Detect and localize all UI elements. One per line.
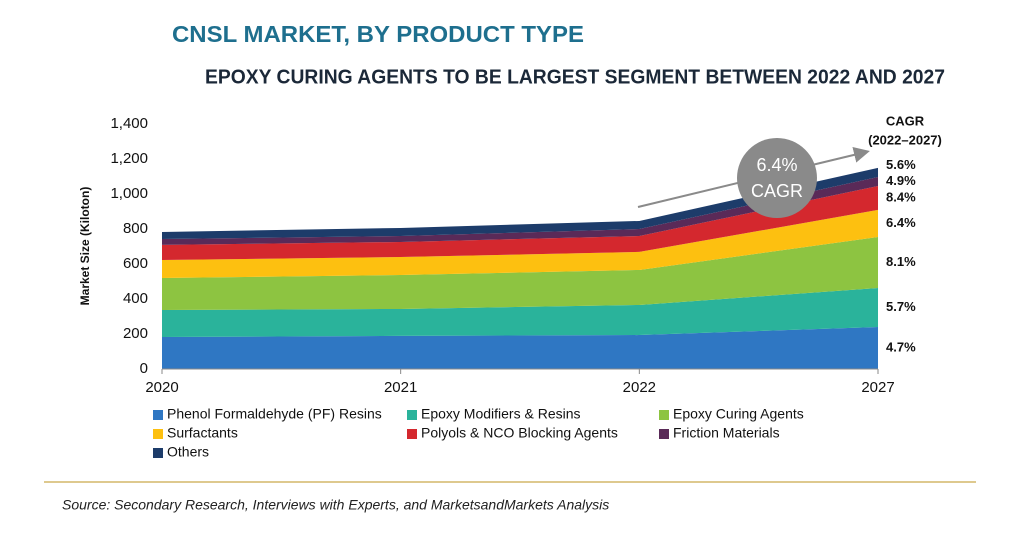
annotation-bubble (737, 138, 817, 218)
x-tick-label: 2021 (384, 379, 417, 396)
annotation: CAGR (751, 181, 803, 201)
y-tick-label: 1,400 (110, 115, 148, 132)
legend-label: Polyols & NCO Blocking Agents (421, 425, 618, 441)
y-tick-label: 400 (123, 290, 148, 307)
legend-swatch (153, 410, 163, 420)
legend-swatch (153, 429, 163, 439)
legend-label: Surfactants (167, 425, 238, 441)
area (162, 287, 878, 337)
area (162, 327, 878, 369)
source: Source: Secondary Research, Interviews w… (62, 497, 609, 513)
legend-label: Phenol Formaldehyde (PF) Resins (167, 406, 382, 422)
legend-swatch (407, 410, 417, 420)
y-tick-label: 0 (140, 360, 148, 377)
chart-subtitle: EPOXY CURING AGENTS TO BE LARGEST SEGMEN… (205, 66, 945, 88)
legend-swatch (153, 448, 163, 458)
y-tick-label: 600 (123, 255, 148, 272)
y-tick-label: 1,200 (110, 150, 148, 167)
area (162, 185, 878, 260)
area (162, 237, 878, 311)
y-tick-label: 800 (123, 220, 148, 237)
x-tick-label: 2022 (623, 379, 656, 396)
legend-swatch (407, 429, 417, 439)
chart-title: CNSL MARKET, BY PRODUCT TYPE (172, 21, 584, 47)
cagr-label: 8.1% (886, 254, 916, 269)
area (162, 167, 878, 239)
y-tick-label: 200 (123, 325, 148, 342)
y-tick-label: 1,000 (110, 185, 148, 202)
legend-swatch (659, 429, 669, 439)
area (162, 209, 878, 278)
annotation: 6.4% (756, 155, 797, 175)
legend-label: Epoxy Curing Agents (673, 406, 804, 422)
cagr-label: 4.9% (886, 173, 916, 188)
legend-label: Others (167, 444, 209, 460)
legend-label: Friction Materials (673, 425, 780, 441)
legend-swatch (659, 410, 669, 420)
cagr-label: 6.4% (886, 215, 916, 230)
legend-label: Epoxy Modifiers & Resins (421, 406, 581, 422)
area (162, 177, 878, 245)
cagr-label: 5.6% (886, 157, 916, 172)
cagr-label: 4.7% (886, 339, 916, 354)
x-tick-label: 2027 (861, 379, 894, 396)
cagr-header: CAGR (886, 113, 925, 128)
x-tick-label: 2020 (145, 379, 178, 396)
cagr-label: 8.4% (886, 189, 916, 204)
y-axis-label: Market Size (Kiloton) (78, 187, 92, 306)
cagr-header: (2022–2027) (868, 132, 942, 147)
cagr-label: 5.7% (886, 299, 916, 314)
